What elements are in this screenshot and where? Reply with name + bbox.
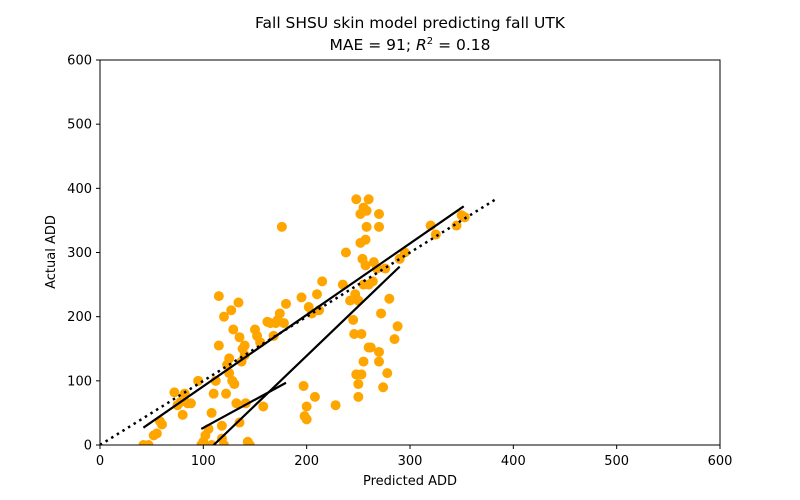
identity-line <box>100 198 497 445</box>
y-axis-label: Actual ADD <box>44 215 59 289</box>
data-point <box>376 308 387 319</box>
x-tick-label: 200 <box>294 454 319 469</box>
data-point <box>392 321 403 332</box>
subtitle-r-symbol: R <box>416 36 427 54</box>
data-point <box>143 440 154 445</box>
data-point <box>358 356 369 367</box>
x-tick-label: 100 <box>191 454 216 469</box>
fit-line-segment <box>142 205 465 429</box>
y-tick-label: 600 <box>67 54 92 69</box>
data-point <box>157 419 167 430</box>
data-point <box>296 292 307 303</box>
data-point <box>356 369 367 380</box>
data-point <box>301 401 312 412</box>
data-point <box>430 229 441 240</box>
data-point <box>278 318 289 329</box>
data-point <box>231 398 242 409</box>
data-point <box>360 260 371 271</box>
fit-line-segment <box>212 265 401 445</box>
y-tick-label: 200 <box>67 310 92 325</box>
chart-title: Fall SHSU skin model predicting fall UTK <box>255 14 566 32</box>
x-axis-label: Predicted ADD <box>363 474 457 489</box>
data-point <box>374 356 384 367</box>
data-point <box>384 293 395 304</box>
data-point <box>226 305 237 316</box>
data-point <box>219 311 229 322</box>
data-point <box>360 234 371 245</box>
data-point <box>206 407 217 418</box>
data-point <box>239 340 250 351</box>
data-point <box>451 220 462 231</box>
subtitle-prefix: MAE = 91; <box>330 36 416 54</box>
data-point <box>151 428 162 439</box>
data-point <box>281 298 291 309</box>
data-point <box>348 314 359 325</box>
data-point <box>380 263 391 274</box>
data-point <box>213 340 224 351</box>
data-point <box>169 387 180 398</box>
data-point <box>353 391 364 402</box>
data-point <box>382 368 393 379</box>
plot-area <box>100 194 497 445</box>
y-tick-label: 400 <box>67 182 92 197</box>
data-point <box>298 380 309 391</box>
data-point <box>356 328 367 339</box>
data-point <box>367 276 378 287</box>
subtitle-suffix: = 0.18 <box>433 36 490 54</box>
data-point <box>228 324 239 335</box>
x-tick-label: 600 <box>708 454 733 469</box>
data-point <box>216 420 227 431</box>
data-point <box>258 401 269 412</box>
data-point <box>221 388 232 399</box>
data-point <box>374 346 384 357</box>
subtitle-exponent: 2 <box>427 36 433 47</box>
data-point <box>276 221 287 232</box>
data-point <box>349 328 360 339</box>
data-point <box>378 382 389 393</box>
data-point <box>361 221 372 232</box>
data-point <box>351 194 362 205</box>
data-point <box>234 417 245 428</box>
y-tick-label: 300 <box>67 246 92 261</box>
data-point <box>363 194 374 205</box>
data-point <box>213 291 224 302</box>
data-point <box>177 409 188 420</box>
data-point <box>219 440 229 445</box>
x-tick-label: 400 <box>501 454 526 469</box>
data-point <box>229 379 240 390</box>
chart-subtitle: MAE = 91; R2 = 0.18 <box>330 36 491 54</box>
data-point <box>244 440 255 445</box>
data-point <box>353 379 364 390</box>
data-point <box>374 209 384 219</box>
data-point <box>234 332 245 343</box>
y-tick-label: 0 <box>84 439 92 454</box>
y-tick-label: 500 <box>67 118 92 133</box>
data-point <box>309 391 320 402</box>
data-point <box>365 342 376 353</box>
data-point <box>340 247 351 258</box>
data-point <box>208 388 219 399</box>
data-point <box>361 205 372 216</box>
data-point <box>330 400 341 411</box>
data-point <box>274 308 285 319</box>
data-point <box>374 221 384 232</box>
data-point <box>371 263 382 274</box>
data-point <box>389 334 400 345</box>
data-point <box>301 414 312 425</box>
data-point <box>193 375 204 386</box>
data-point <box>224 353 235 364</box>
data-point <box>233 297 244 308</box>
y-tick-label: 100 <box>67 374 92 389</box>
plot-content <box>100 194 497 445</box>
x-tick-label: 0 <box>96 454 104 469</box>
data-point <box>317 276 328 287</box>
x-tick-label: 500 <box>604 454 629 469</box>
x-tick-label: 300 <box>398 454 423 469</box>
axes: 0 100 200 300 400 500 600 0 100 200 300 400 500 600 <box>67 54 732 470</box>
data-point <box>185 398 196 409</box>
data-point <box>312 289 322 300</box>
